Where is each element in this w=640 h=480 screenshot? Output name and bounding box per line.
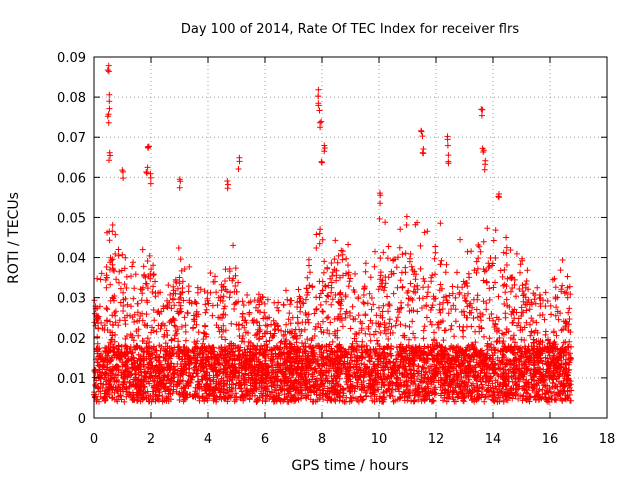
- x-tick-label: 8: [318, 432, 326, 447]
- y-tick-label: 0.06: [57, 171, 86, 186]
- data-point-markers: [91, 62, 575, 405]
- x-tick-label: 12: [428, 432, 445, 447]
- y-tick-label: 0.08: [57, 91, 86, 106]
- y-tick-label: 0.09: [57, 51, 86, 66]
- x-tick-label: 16: [542, 432, 559, 447]
- y-tick-label: 0.04: [57, 252, 86, 267]
- chart-title: Day 100 of 2014, Rate Of TEC Index for r…: [181, 22, 519, 37]
- x-tick-label: 2: [147, 432, 155, 447]
- axis-ticks: [93, 56, 608, 419]
- x-tick-label: 4: [204, 432, 212, 447]
- x-tick-label: 0: [90, 432, 98, 447]
- y-tick-label: 0.02: [57, 332, 86, 347]
- y-tick-label: 0.05: [57, 211, 86, 226]
- x-tick-label: 10: [371, 432, 388, 447]
- x-tick-label: 6: [261, 432, 269, 447]
- x-tick-labels: 0 2 4 6 8 10 12 14 16 18: [90, 432, 615, 447]
- y-axis-label: ROTI / TECUs: [6, 192, 22, 284]
- y-tick-label: 0.07: [57, 131, 86, 146]
- data-points: [91, 62, 575, 405]
- plot-frame: [93, 56, 608, 419]
- y-tick-label: 0.01: [57, 372, 86, 387]
- x-tick-label: 18: [599, 432, 616, 447]
- y-tick-labels: 0 0.01 0.02 0.03 0.04 0.05 0.06 0.07 0.08 0.09: [57, 51, 86, 427]
- y-tick-label: 0: [78, 412, 86, 427]
- x-tick-label: 14: [485, 432, 502, 447]
- y-tick-label: 0.03: [57, 292, 86, 307]
- x-axis-label: GPS time / hours: [291, 458, 408, 474]
